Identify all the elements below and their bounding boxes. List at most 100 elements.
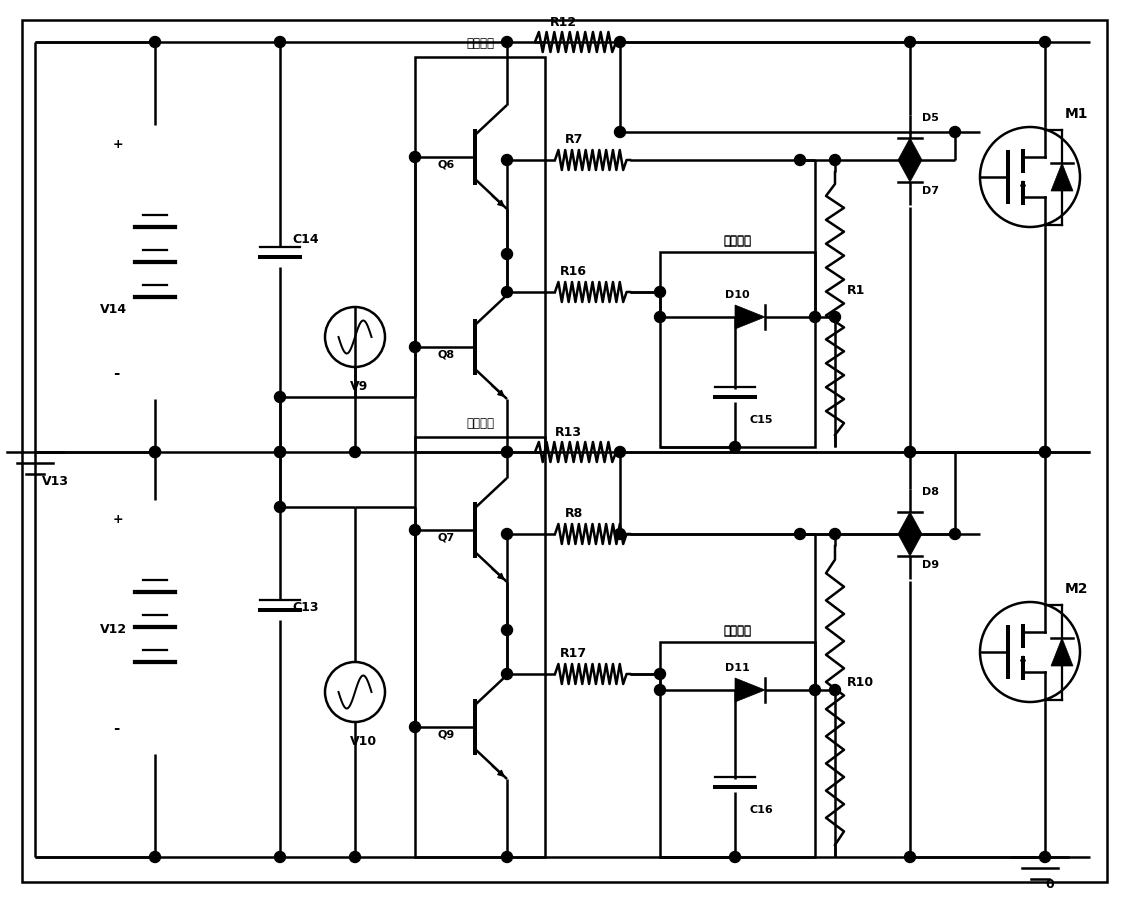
Text: 推挽驱动: 推挽驱动 <box>466 417 494 429</box>
Text: M1: M1 <box>1065 106 1089 121</box>
Circle shape <box>410 152 420 163</box>
Text: R17: R17 <box>560 647 588 659</box>
Text: R7: R7 <box>565 133 583 146</box>
Bar <box>660 253 815 447</box>
Circle shape <box>501 447 513 458</box>
Text: M2: M2 <box>1065 582 1089 595</box>
Text: 推挽驱动: 推挽驱动 <box>466 37 494 50</box>
Circle shape <box>654 668 666 680</box>
Circle shape <box>1039 447 1050 458</box>
Circle shape <box>501 38 513 49</box>
Text: 负压生成: 负压生成 <box>723 623 752 636</box>
Circle shape <box>809 685 821 695</box>
Circle shape <box>274 38 285 49</box>
Circle shape <box>501 447 513 458</box>
Circle shape <box>950 127 960 138</box>
Circle shape <box>729 851 740 862</box>
Text: R1: R1 <box>847 284 865 297</box>
Text: V12: V12 <box>100 622 127 635</box>
Circle shape <box>501 249 513 260</box>
Circle shape <box>830 312 840 323</box>
Text: -: - <box>113 365 119 381</box>
Circle shape <box>149 38 161 49</box>
Circle shape <box>501 155 513 166</box>
Text: -: - <box>113 720 119 735</box>
Polygon shape <box>735 306 765 329</box>
Text: D7: D7 <box>921 186 940 196</box>
Circle shape <box>904 38 916 49</box>
Circle shape <box>149 447 161 458</box>
Circle shape <box>274 502 285 513</box>
Polygon shape <box>1050 164 1073 192</box>
Circle shape <box>1039 851 1050 862</box>
Text: D5: D5 <box>921 113 938 123</box>
Text: V14: V14 <box>100 303 127 316</box>
Text: V13: V13 <box>42 474 69 487</box>
Circle shape <box>501 625 513 636</box>
Text: R13: R13 <box>555 426 582 438</box>
Text: C16: C16 <box>751 804 774 815</box>
Circle shape <box>274 447 285 458</box>
Circle shape <box>615 529 626 540</box>
Circle shape <box>410 722 420 732</box>
Text: Q7: Q7 <box>437 532 454 542</box>
Text: 负压生成: 负压生成 <box>723 234 752 247</box>
Circle shape <box>410 342 420 353</box>
Circle shape <box>1039 38 1050 49</box>
Circle shape <box>1039 447 1050 458</box>
Text: C14: C14 <box>292 233 318 245</box>
Text: 0: 0 <box>1045 877 1054 890</box>
Polygon shape <box>898 534 921 557</box>
Bar <box>415 58 544 453</box>
Circle shape <box>904 155 916 166</box>
Circle shape <box>274 447 285 458</box>
Circle shape <box>350 447 360 458</box>
Circle shape <box>729 442 740 453</box>
Circle shape <box>615 38 626 49</box>
Circle shape <box>274 851 285 862</box>
Circle shape <box>615 447 626 458</box>
Text: Q9: Q9 <box>437 729 454 739</box>
Polygon shape <box>898 161 921 183</box>
Text: D10: D10 <box>724 290 749 299</box>
Text: C15: C15 <box>751 415 773 425</box>
Circle shape <box>149 851 161 862</box>
Circle shape <box>501 529 513 540</box>
Bar <box>660 642 815 857</box>
Text: V10: V10 <box>350 734 377 747</box>
Circle shape <box>950 529 960 540</box>
Circle shape <box>350 851 360 862</box>
Text: D11: D11 <box>724 662 749 672</box>
Circle shape <box>501 287 513 299</box>
Circle shape <box>654 312 666 323</box>
Text: Q8: Q8 <box>437 350 454 360</box>
Text: 负压生成: 负压生成 <box>723 235 752 248</box>
Text: D9: D9 <box>921 559 940 569</box>
Text: +: + <box>113 512 123 526</box>
Text: D8: D8 <box>921 486 940 496</box>
Circle shape <box>830 155 840 166</box>
Circle shape <box>654 287 666 299</box>
Circle shape <box>274 392 285 403</box>
Text: C13: C13 <box>292 601 318 613</box>
Text: R16: R16 <box>560 264 588 278</box>
Bar <box>415 437 544 857</box>
Circle shape <box>795 529 806 540</box>
Text: 负压生成: 负压生成 <box>723 624 752 638</box>
Text: Q6: Q6 <box>437 160 454 170</box>
Text: R10: R10 <box>847 676 874 689</box>
Circle shape <box>830 685 840 695</box>
Circle shape <box>501 668 513 680</box>
Circle shape <box>149 447 161 458</box>
Polygon shape <box>898 139 921 161</box>
Circle shape <box>904 529 916 540</box>
Circle shape <box>654 685 666 695</box>
Circle shape <box>904 447 916 458</box>
Text: R8: R8 <box>565 506 583 520</box>
Circle shape <box>795 155 806 166</box>
Circle shape <box>809 312 821 323</box>
Circle shape <box>830 529 840 540</box>
Circle shape <box>904 851 916 862</box>
Circle shape <box>904 447 916 458</box>
Circle shape <box>615 127 626 138</box>
